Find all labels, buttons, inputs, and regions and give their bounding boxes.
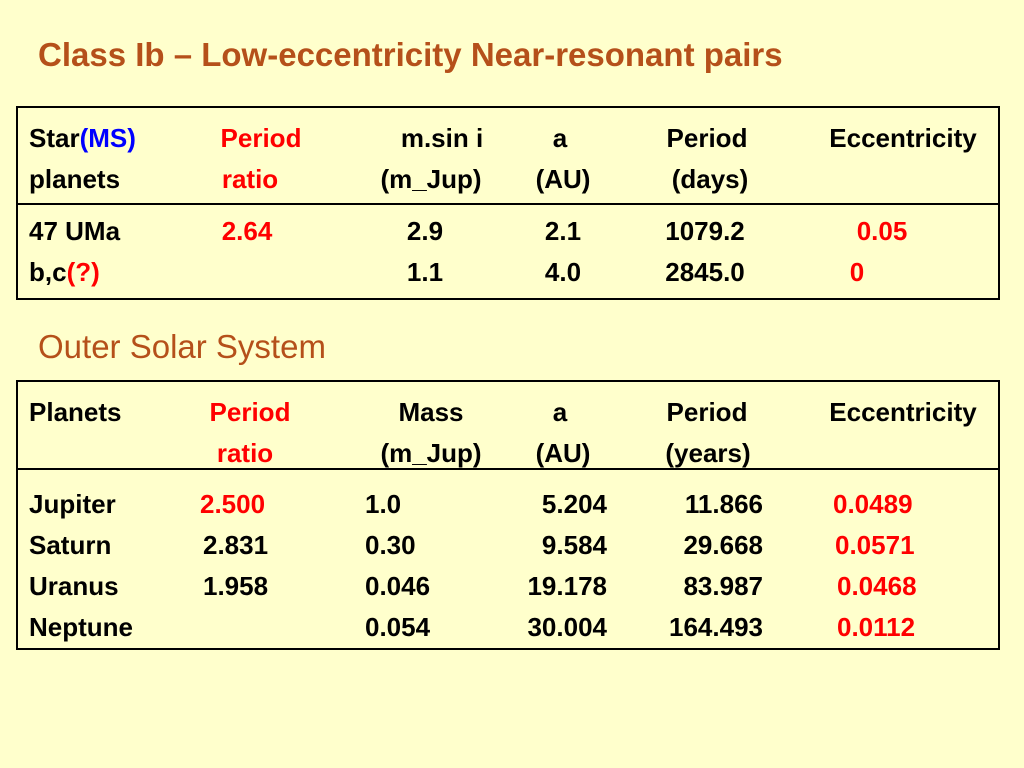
header-star: Star(MS) (29, 118, 136, 159)
row-eccentricity: 0.05 (856, 216, 908, 246)
row-period: 164.493 (669, 612, 763, 642)
header-ratio: ratio (216, 438, 274, 468)
row-period: 29.668 (683, 530, 763, 560)
header-mass: Mass (398, 397, 464, 427)
row-name-label: b,c (29, 257, 67, 287)
row-name-flag: (?) (66, 257, 100, 287)
row-mass: 2.9 (406, 216, 444, 246)
header-divider (18, 468, 998, 470)
row-mass: 0.30 (365, 530, 416, 560)
header-msini-unit: (m_Jup) (380, 164, 482, 194)
header-period-ratio: Period (220, 123, 302, 153)
header-ratio: ratio (221, 164, 279, 194)
row-period: 2845.0 (665, 257, 745, 287)
header-planets: Planets (29, 397, 122, 427)
header-period: Period (666, 397, 748, 427)
row-period-ratio: 1.958 (203, 571, 269, 601)
header-eccentricity: Eccentricity (829, 123, 977, 153)
header-a: a (552, 123, 568, 153)
header-a: a (552, 397, 568, 427)
header-period-unit: (years) (665, 438, 751, 468)
row-mass: 0.046 (365, 571, 431, 601)
header-planets: planets (29, 164, 121, 194)
row-name: Neptune (29, 612, 133, 642)
row-period-ratio: 2.831 (203, 530, 269, 560)
header-star-ms: (MS) (79, 123, 136, 153)
header-period: Period (666, 123, 748, 153)
row-a: 5.204 (541, 489, 607, 519)
row-name: Saturn (29, 530, 112, 560)
header-eccentricity: Eccentricity (829, 397, 977, 427)
header-period-ratio: Period (209, 397, 291, 427)
solar-system-table: Planets Period Mass a Period Eccentricit… (16, 380, 1000, 650)
row-name: b,c(?) (29, 252, 100, 293)
row-period-ratio: 2.64 (221, 216, 273, 246)
row-a: 9.584 (541, 530, 607, 560)
row-eccentricity: 0.0489 (833, 489, 913, 519)
header-divider (18, 203, 998, 205)
row-a: 2.1 (544, 216, 582, 246)
header-period-unit: (days) (671, 164, 749, 194)
row-period: 1079.2 (665, 216, 745, 246)
slide-title: Class Ib – Low-eccentricity Near-resonan… (38, 36, 783, 73)
exoplanet-table: Star(MS) Period m.sin i a Period Eccentr… (16, 106, 1000, 300)
row-eccentricity: 0.0571 (835, 530, 915, 560)
row-eccentricity: 0.0468 (837, 571, 917, 601)
header-mass-unit: (m_Jup) (380, 438, 482, 468)
header-a-unit: (AU) (535, 164, 591, 194)
row-name: Uranus (29, 571, 119, 601)
row-eccentricity: 0 (849, 257, 865, 287)
row-a: 30.004 (527, 612, 607, 642)
row-period: 11.866 (684, 489, 763, 519)
header-a-unit: (AU) (535, 438, 591, 468)
header-msini: m.sin i (400, 123, 484, 153)
row-mass: 1.0 (365, 489, 402, 519)
row-name: Jupiter (29, 489, 116, 519)
header-star-label: Star (29, 123, 80, 153)
row-period: 83.987 (683, 571, 763, 601)
section-subtitle: Outer Solar System (38, 328, 326, 365)
row-period-ratio: 2.500 (200, 489, 266, 519)
row-name: 47 UMa (29, 216, 121, 246)
row-a: 4.0 (544, 257, 582, 287)
row-mass: 1.1 (406, 257, 444, 287)
row-a: 19.178 (527, 571, 607, 601)
row-mass: 0.054 (365, 612, 431, 642)
row-eccentricity: 0.0112 (837, 612, 916, 642)
